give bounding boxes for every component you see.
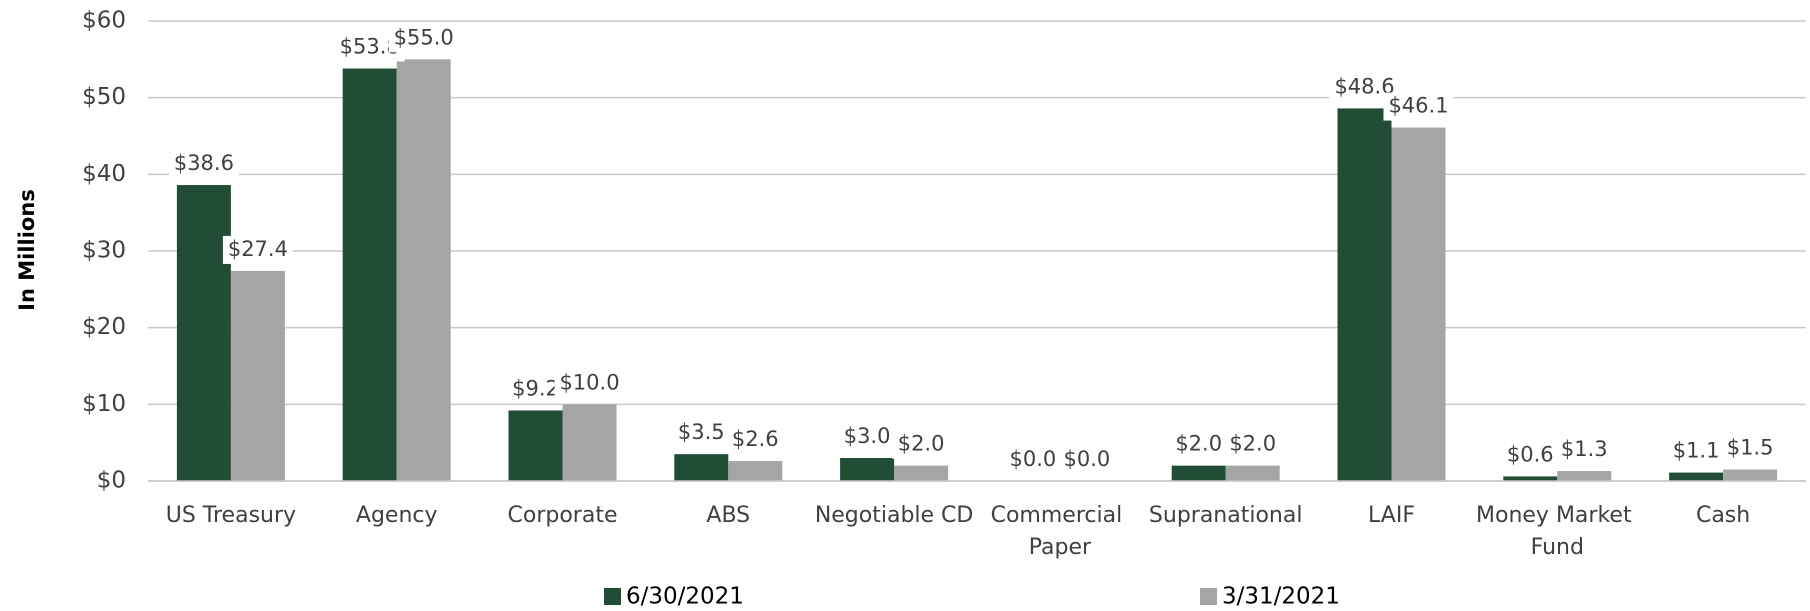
value-label-bg [388, 24, 459, 53]
value-label: $0.0 [1064, 447, 1111, 471]
bar [230, 270, 285, 481]
bar [562, 404, 617, 481]
x-tick-label: LAIF [1368, 503, 1415, 528]
x-tick-label: Commercial Paper [991, 503, 1130, 560]
legend-label: 3/31/2021 [1222, 584, 1340, 610]
legend-label: 6/30/2021 [626, 584, 744, 610]
legend-swatch [604, 588, 621, 605]
x-tick-label: Cash [1696, 503, 1750, 528]
y-tick-label: $40 [82, 161, 126, 187]
bar [728, 461, 783, 481]
value-label: $9.2 [512, 376, 559, 400]
value-label: $55.0 [394, 25, 454, 49]
value-label: $27.4 [228, 237, 288, 261]
bar [508, 410, 563, 481]
bar [840, 458, 895, 481]
x-tick-label-line: Commercial [991, 503, 1130, 528]
x-tick-label: Supranational [1149, 503, 1303, 528]
bar [1391, 127, 1446, 482]
value-label-bg [1169, 430, 1228, 459]
bar [894, 465, 949, 481]
x-tick-label: Agency [356, 503, 438, 528]
bar [342, 68, 397, 482]
bar [176, 185, 231, 482]
bar [1669, 472, 1724, 481]
value-label: $3.5 [678, 420, 725, 444]
value-label: $2.0 [1175, 432, 1222, 456]
value-label: $2.0 [898, 432, 945, 456]
value-label: $46.1 [1388, 94, 1448, 118]
x-tick-label-line: Fund [1531, 535, 1584, 560]
x-tick-label: ABS [706, 503, 750, 528]
x-tick-label-line: Paper [1029, 535, 1092, 560]
value-label: $2.6 [732, 427, 779, 451]
value-label: $2.0 [1229, 432, 1276, 456]
value-label: $1.5 [1727, 436, 1774, 460]
y-tick-label: $50 [82, 84, 126, 110]
bar [1503, 476, 1558, 481]
value-label-bg [554, 369, 625, 398]
x-tick-label: Money Market Fund [1476, 503, 1639, 560]
value-label: $0.0 [1010, 447, 1057, 471]
value-label-bg [1501, 441, 1560, 470]
value-label: $10.0 [559, 370, 619, 394]
y-tick-label: $0 [97, 468, 126, 494]
y-axis-title: In Millions [15, 189, 39, 311]
y-tick-label: $30 [82, 238, 126, 264]
value-label-bg [726, 426, 785, 455]
bar [1225, 465, 1280, 481]
value-label: $3.0 [844, 424, 891, 448]
y-tick-label: $20 [82, 314, 126, 340]
value-label-bg [892, 430, 951, 459]
x-tick-label: Negotiable CD [815, 503, 974, 528]
value-label-bg [1555, 436, 1614, 465]
x-tick-label: US Treasury [166, 503, 296, 528]
bar [396, 59, 451, 481]
x-tick-label-line: Money Market [1476, 503, 1639, 528]
value-label-bg [1383, 92, 1454, 121]
value-label: $1.1 [1673, 439, 1720, 463]
value-label-bg [672, 419, 731, 448]
bar [1557, 471, 1612, 481]
y-tick-label: $10 [82, 391, 126, 417]
value-label: $1.3 [1561, 437, 1608, 461]
value-label-bg [1223, 430, 1282, 459]
bar [1337, 108, 1392, 482]
value-label-bg [1721, 434, 1780, 463]
value-label-bg [1003, 446, 1062, 474]
legend-swatch [1200, 588, 1217, 605]
value-label-bg [838, 423, 897, 451]
value-label-bg [1057, 446, 1116, 474]
value-label-bg [222, 235, 293, 264]
y-tick-label: $60 [82, 8, 126, 34]
bar [1171, 465, 1226, 481]
x-tick-label: Corporate [508, 503, 618, 528]
value-label-bg [168, 150, 239, 179]
value-label: $38.6 [174, 151, 234, 175]
bar [1723, 469, 1778, 481]
bar [674, 454, 729, 481]
value-label: $0.6 [1507, 442, 1554, 466]
value-label-bg [1667, 437, 1726, 466]
